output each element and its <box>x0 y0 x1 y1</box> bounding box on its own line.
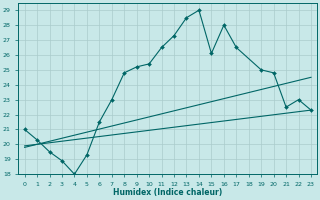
X-axis label: Humidex (Indice chaleur): Humidex (Indice chaleur) <box>113 188 222 197</box>
